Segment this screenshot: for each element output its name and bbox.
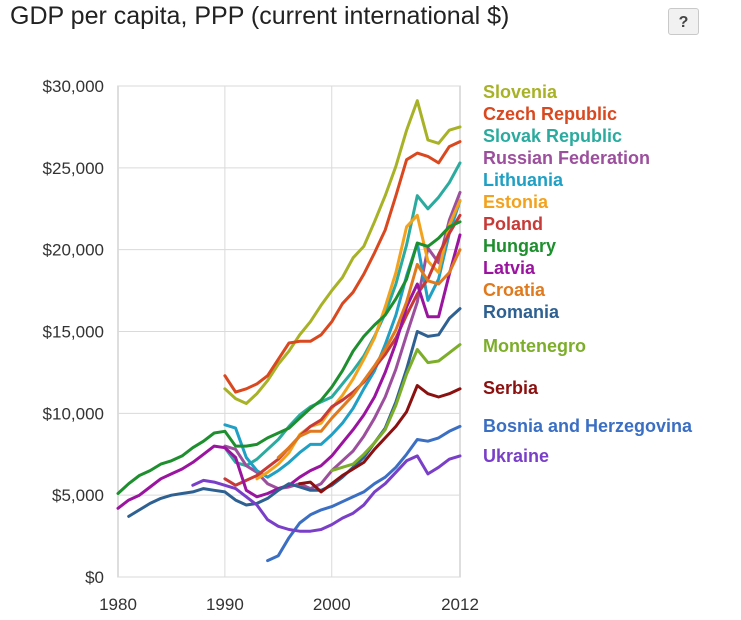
y-tick-label: $10,000 (43, 404, 104, 423)
legend-item-russian-federation: Russian Federation (483, 148, 650, 168)
legend-item-hungary: Hungary (483, 236, 556, 256)
x-tick-label: 1990 (206, 595, 244, 614)
legend-item-latvia: Latvia (483, 258, 536, 278)
grid-lines (117, 85, 461, 578)
legend-item-serbia: Serbia (483, 378, 539, 398)
series-line-ukraine (191, 454, 462, 533)
series-line-hungary (116, 220, 462, 495)
series-line-romania (127, 307, 462, 518)
y-tick-label: $25,000 (43, 159, 104, 178)
help-button[interactable]: ? (668, 8, 699, 35)
legend-item-montenegro: Montenegro (483, 336, 586, 356)
chart-title: GDP per capita, PPP (current internation… (10, 2, 510, 30)
x-tick-label: 2000 (313, 595, 351, 614)
legend-item-slovenia: Slovenia (483, 82, 558, 102)
series-line-montenegro (330, 343, 462, 473)
y-tick-label: $15,000 (43, 323, 104, 342)
legend-item-croatia: Croatia (483, 280, 546, 300)
legend-item-estonia: Estonia (483, 192, 549, 212)
y-tick-label: $0 (85, 568, 104, 587)
series-line-czech-republic (223, 140, 462, 394)
y-tick-label: $5,000 (52, 486, 104, 505)
legend-item-ukraine: Ukraine (483, 446, 549, 466)
series-line-slovenia (223, 99, 462, 405)
legend-item-lithuania: Lithuania (483, 170, 564, 190)
series-line-slovak-republic (223, 161, 462, 468)
series-line-bosnia-and-herzegovina (266, 424, 462, 563)
x-tick-label: 2012 (441, 595, 479, 614)
series-line-russian-federation (223, 190, 462, 491)
series-line-estonia (255, 199, 462, 481)
legend-item-czech-republic: Czech Republic (483, 104, 617, 124)
legend-item-romania: Romania (483, 302, 560, 322)
series-line-serbia (298, 384, 462, 494)
legend-item-bosnia-and-herzegovina: Bosnia and Herzegovina (483, 416, 693, 436)
y-tick-label: $20,000 (43, 241, 104, 260)
series-line-croatia (276, 248, 462, 459)
legend-item-slovak-republic: Slovak Republic (483, 126, 622, 146)
x-tick-label: 1980 (99, 595, 137, 614)
legend-item-poland: Poland (483, 214, 543, 234)
y-tick-label: $30,000 (43, 77, 104, 96)
series-lines (116, 99, 462, 563)
series-line-poland (223, 213, 462, 487)
axis-ticks: $30,000 $25,000 $20,000 $15,000 $10,000 $5,00… (43, 77, 479, 614)
